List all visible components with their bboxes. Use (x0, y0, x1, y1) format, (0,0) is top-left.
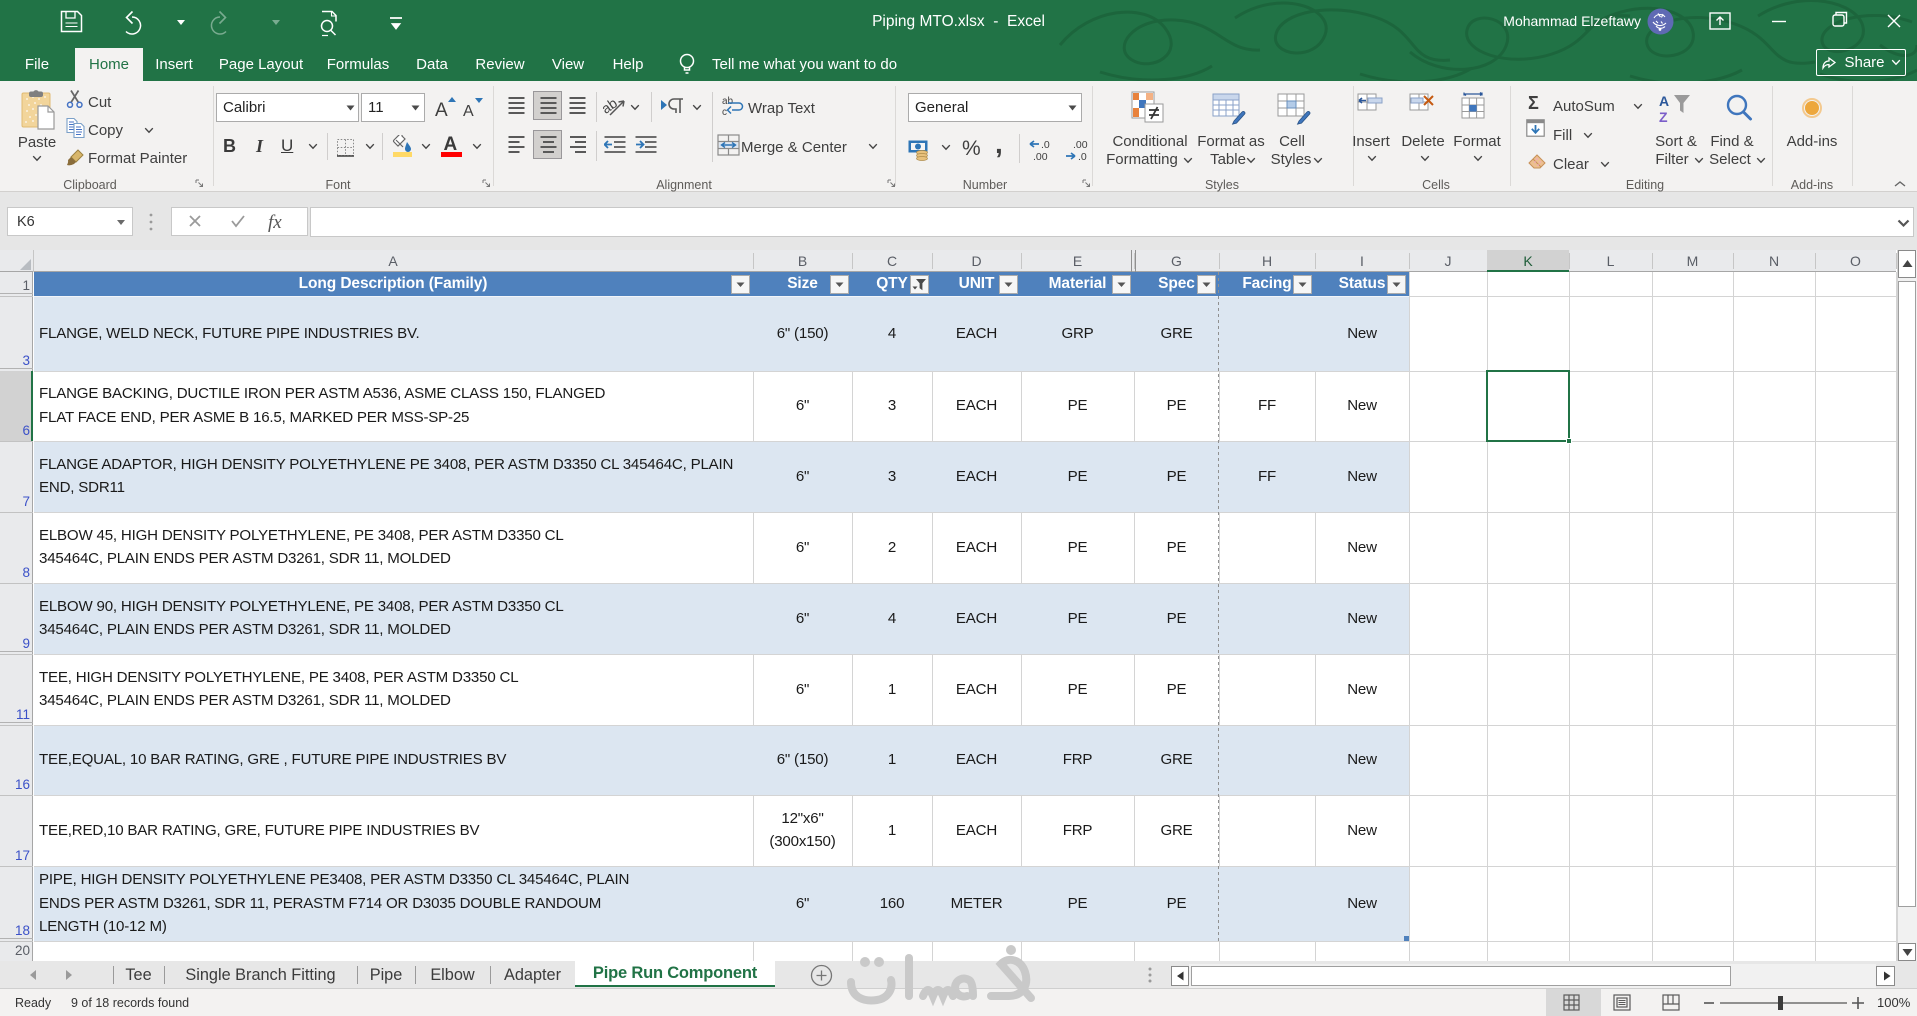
svg-text:.00: .00 (1073, 139, 1088, 151)
svg-text:A: A (1659, 93, 1669, 109)
svg-text:A: A (463, 103, 474, 120)
svg-text:A: A (444, 134, 458, 155)
svg-text:.0: .0 (1041, 139, 1050, 151)
svg-text:fx: fx (268, 212, 282, 233)
svg-text:Z: Z (1659, 109, 1668, 125)
svg-text:ab: ab (722, 96, 734, 107)
svg-text:c: c (722, 107, 727, 117)
svg-text:.00: .00 (1033, 151, 1048, 162)
svg-text:.0: .0 (1078, 151, 1087, 162)
svg-text:A: A (435, 100, 448, 121)
